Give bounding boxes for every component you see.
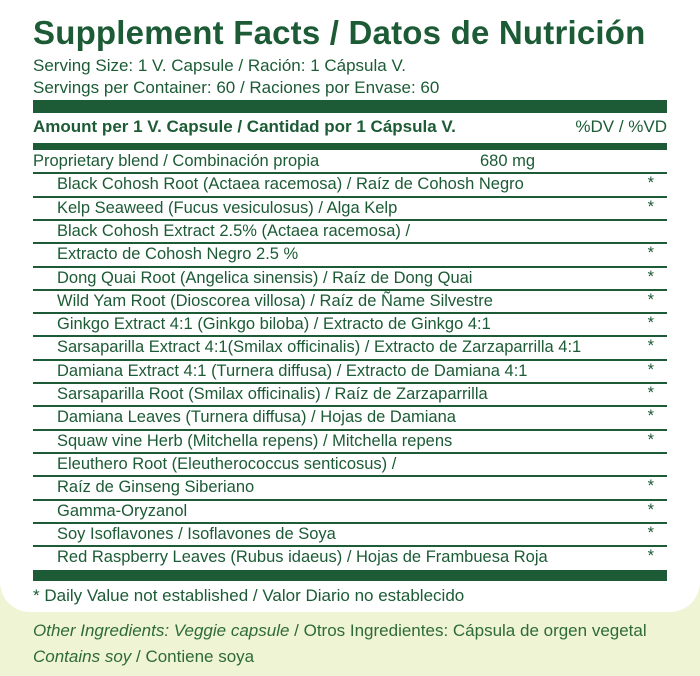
row-divider [33,172,667,175]
thick-divider-bottom [33,570,667,581]
ingredient-row: Soy Isoflavones / Isoflavones de Soya * [33,523,667,546]
ingredient-name: Kelp Seaweed (Fucus vesiculosus) / Alga … [57,198,398,217]
daily-value-asterisk: * [647,360,654,379]
ingredient-name: Extracto de Cohosh Negro 2.5 % [57,245,299,264]
daily-value-asterisk: * [647,500,654,519]
ingredient-row: Sarsaparilla Root (Smilax officinalis) /… [33,383,667,406]
ingredient-name: Dong Quai Root (Angelica sinensis) / Raí… [57,268,473,287]
other-ingredients-label: Other Ingredients: Veggie capsule [33,621,290,640]
amount-header: Amount per 1 V. Capsule / Cantidad por 1… [33,117,456,136]
ingredient-row: Damiana Leaves (Turnera diffusa) / Hojas… [33,406,667,429]
row-divider [33,382,667,384]
ingredient-name: Damiana Leaves (Turnera diffusa) / Hojas… [57,408,456,427]
dv-header: %DV / %VD [575,117,667,136]
row-divider [33,451,667,454]
row-divider [33,498,667,501]
supplement-facts-panel: Supplement Facts / Datos de Nutrición Se… [0,0,700,612]
row-divider [33,288,667,291]
row-divider [33,405,667,408]
ingredient-row: Extracto de Cohosh Negro 2.5 % * [33,243,667,266]
ingredient-name: Red Raspberry Leaves (Rubus idaeus) / Ho… [57,548,548,567]
servings-per-container: Servings per Container: 60 / Raciones po… [33,78,440,97]
daily-value-asterisk: * [647,523,654,542]
ingredient-name: Damiana Extract 4:1 (Turnera diffusa) / … [57,361,528,380]
ingredient-name: Wild Yam Root (Dioscorea villosa) / Raíz… [57,291,493,310]
ingredient-row: Dong Quai Root (Angelica sinensis) / Raí… [33,267,667,290]
ingredient-row: Kelp Seaweed (Fucus vesiculosus) / Alga … [33,197,667,220]
row-divider [33,428,667,431]
daily-value-asterisk: * [647,337,654,356]
ingredient-row: Red Raspberry Leaves (Rubus idaeus) / Ho… [33,546,667,569]
ingredient-row: Sarsaparilla Extract 4:1(Smilax officina… [33,336,667,359]
ingredient-name: Soy Isoflavones / Isoflavones de Soya [57,524,336,543]
footnote: * Daily Value not established / Valor Di… [33,586,465,605]
row-divider [33,521,667,524]
ingredient-name: Ginkgo Extract 4:1 (Ginkgo biloba) / Ext… [57,315,491,334]
daily-value-asterisk: * [647,244,654,263]
other-ingredients: Other Ingredients: Veggie capsule / Otro… [33,621,647,641]
daily-value-asterisk: * [647,384,654,402]
daily-value-asterisk: * [647,430,654,449]
contains-label: Contains soy [33,647,132,666]
daily-value-asterisk: * [647,174,654,193]
row-divider [33,545,667,548]
daily-value-asterisk: * [647,314,654,333]
ingredient-row: Ginkgo Extract 4:1 (Ginkgo biloba) / Ext… [33,313,667,336]
row-divider [33,335,667,338]
row-divider [33,218,667,221]
ingredient-name: Sarsaparilla Root (Smilax officinalis) /… [57,385,488,403]
ingredient-row: Eleuthero Root (Eleutherococcus senticos… [33,453,667,476]
thick-divider-top [33,100,667,113]
ingredient-row: Gamma-Oryzanol * [33,500,667,523]
row-divider [33,195,667,198]
ingredient-row: Raíz de Ginseng Siberiano * [33,476,667,499]
ingredient-row: Black Cohosh Extract 2.5% (Actaea racemo… [33,220,667,243]
ingredient-row: Wild Yam Root (Dioscorea villosa) / Raíz… [33,290,667,313]
row-divider [33,358,667,361]
daily-value-asterisk: * [647,290,654,309]
amount-header-row: Amount per 1 V. Capsule / Cantidad por 1… [33,117,667,143]
ingredient-name: Proprietary blend / Combinación propia [33,152,320,170]
row-divider [33,265,667,268]
ingredient-row: Damiana Extract 4:1 (Turnera diffusa) / … [33,360,667,383]
row-divider [33,242,667,245]
daily-value-asterisk: * [647,267,654,286]
ingredient-name: Squaw vine Herb (Mitchella repens) / Mit… [57,431,453,450]
serving-size: Serving Size: 1 V. Capsule / Ración: 1 C… [33,56,406,75]
daily-value-asterisk: * [647,547,654,566]
ingredient-row: Squaw vine Herb (Mitchella repens) / Mit… [33,430,667,453]
facts-title: Supplement Facts / Datos de Nutrición [33,14,646,51]
row-divider [33,475,667,478]
ingredient-name: Sarsaparilla Extract 4:1(Smilax officina… [57,338,582,357]
ingredient-name: Eleuthero Root (Eleutherococcus senticos… [57,454,397,473]
row-divider [33,312,667,315]
daily-value-asterisk: * [647,477,654,496]
ingredient-amount: 680 mg [480,152,536,170]
contains-es: / Contiene soya [131,647,255,666]
ingredient-name: Black Cohosh Root (Actaea racemosa) / Ra… [57,175,524,194]
ingredient-name: Raíz de Ginseng Siberiano [57,478,255,497]
daily-value-asterisk: * [647,407,654,426]
contains-soy: Contains soy / Contiene soya [33,647,254,667]
ingredient-row: Proprietary blend / Combinación propia 68… [33,150,667,173]
ingredient-name: Gamma-Oryzanol [57,501,188,520]
other-ingredients-es: / Otros Ingredientes: Cápsula de orgen v… [289,621,647,640]
ingredient-row: Black Cohosh Root (Actaea racemosa) / Ra… [33,173,667,196]
daily-value-asterisk: * [647,197,654,216]
ingredient-name: Black Cohosh Extract 2.5% (Actaea racemo… [57,221,411,240]
divider-under-header [33,143,667,150]
